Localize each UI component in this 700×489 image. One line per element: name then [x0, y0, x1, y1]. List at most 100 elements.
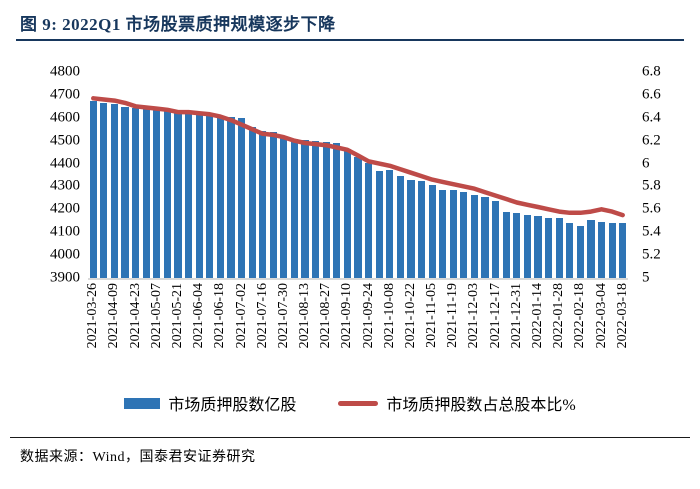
- x-axis-tick-label: 2021-04-23: [127, 283, 143, 349]
- left-axis-tick-label: 4600: [50, 109, 80, 126]
- bar-2021-12-17: [492, 200, 500, 278]
- x-axis-tick-label: 2021-09-24: [360, 283, 376, 349]
- x-axis-tick-label: 2022-03-04: [593, 283, 609, 349]
- bar-2021-04-23: [132, 107, 140, 278]
- right-axis-tick-label: 6.8: [642, 63, 661, 80]
- bar-2021-07-02: [237, 118, 246, 278]
- chart-legend: 市场质押股数亿股 市场质押股数占总股本比%: [0, 391, 700, 415]
- bar-2021-09-10: [343, 149, 351, 278]
- bar-2021-04-23: [142, 108, 150, 278]
- right-axis-tick-label: 6: [642, 155, 650, 172]
- left-axis-tick-label: 4700: [50, 86, 80, 103]
- x-axis-tick-label: 2021-11-05: [424, 283, 440, 348]
- footer-divider: [10, 437, 690, 438]
- legend-item-bars: 市场质押股数亿股: [124, 391, 296, 415]
- x-axis-tick-label: 2021-06-18: [212, 283, 228, 349]
- bar-2022-01-28: [566, 223, 574, 278]
- bar-2021-12-03: [481, 197, 489, 278]
- x-axis-tick-label: 2022-01-14: [530, 283, 545, 349]
- bar-2021-03-26: [100, 102, 108, 278]
- bar-2021-11-19: [449, 190, 457, 278]
- plot-area: [88, 72, 628, 280]
- x-axis-tick-label: 2021-12-31: [508, 283, 524, 349]
- bar-2021-09-24: [375, 171, 383, 278]
- left-axis-tick-label: 4400: [50, 155, 80, 172]
- right-axis-tick-label: 6.2: [642, 132, 661, 149]
- x-axis-tick-label: 2021-07-16: [254, 283, 270, 349]
- bar-2021-06-18: [227, 117, 235, 278]
- bar-2021-05-07: [153, 108, 161, 278]
- x-axis-tick-label: 2022-03-18: [614, 283, 630, 349]
- bar-2021-05-07: [163, 110, 171, 278]
- x-axis-tick-label: 2022-02-18: [572, 283, 588, 349]
- x-axis-tick-label: 2021-06-04: [191, 283, 207, 349]
- x-axis-tick-label: 2021-11-19: [445, 283, 461, 348]
- bar-2021-07-02: [248, 127, 256, 278]
- bar-2022-01-14: [534, 215, 542, 278]
- bar-2021-09-10: [354, 156, 362, 278]
- right-axis-tick-label: 5.4: [642, 223, 661, 240]
- bar-2021-11-05: [439, 189, 447, 278]
- x-axis-tick-label: 2021-12-03: [466, 283, 482, 349]
- pledge-scale-chart: 4800 4700 4600 4500 4400 4300 4200 4100 4000 3900…: [0, 48, 700, 414]
- bar-2022-03-18: [619, 223, 627, 278]
- left-axis-tick-label: 4000: [50, 246, 80, 263]
- left-axis-tick-label: 4500: [50, 132, 80, 149]
- right-axis-tick-label: 6.4: [642, 109, 661, 126]
- bar-2021-07-16: [259, 130, 267, 278]
- bar-2021-08-27: [322, 141, 330, 278]
- bar-2021-08-13: [312, 140, 320, 278]
- bar-2021-06-04: [206, 115, 214, 278]
- bar-2021-10-22: [417, 181, 426, 278]
- bar-2022-02-18: [587, 220, 595, 278]
- bar-2021-10-22: [407, 179, 415, 278]
- bar-2022-03-04: [608, 222, 616, 278]
- bar-2021-12-17: [502, 211, 510, 278]
- x-axis-tick-label: 2021-09-10: [339, 283, 355, 349]
- bar-2022-02-18: [576, 226, 584, 278]
- title-underline: [16, 39, 684, 41]
- bar-2021-09-24: [364, 162, 373, 278]
- left-axis-tick-label: 3900: [50, 269, 80, 286]
- bar-2021-05-21: [174, 112, 182, 278]
- bar-2021-10-08: [386, 169, 394, 278]
- x-axis-tick-label: 2021-05-21: [170, 283, 185, 349]
- bar-series-label: 市场质押股数亿股: [168, 397, 297, 414]
- bar-2022-03-04: [597, 221, 606, 278]
- left-axis-tick-label: 4200: [50, 200, 80, 217]
- bar-2021-12-31: [523, 215, 531, 278]
- legend-item-line: 市场质押股数占总股本比%: [338, 391, 576, 415]
- x-axis-tick-label: 2021-10-22: [402, 283, 418, 349]
- bar-2021-07-30: [290, 139, 299, 278]
- bar-2021-08-27: [333, 143, 341, 278]
- x-axis-tick-label: 2021-07-30: [275, 283, 291, 349]
- x-axis-tick-label: 2021-08-27: [318, 283, 334, 349]
- left-axis-tick-label: 4100: [50, 223, 80, 240]
- bar-2021-05-21: [184, 113, 193, 278]
- x-axis-tick-label: 2021-05-07: [148, 283, 164, 349]
- bar-2021-08-13: [301, 139, 309, 278]
- right-axis-tick-label: 5.8: [642, 177, 661, 194]
- x-axis-tick-label: 2022-01-28: [551, 283, 567, 349]
- bar-2021-03-26: [89, 101, 97, 278]
- figure-title: 图 9: 2022Q1 市场股票质押规模逐步下降: [20, 15, 336, 34]
- bar-2021-10-08: [396, 176, 404, 278]
- data-source-note: 数据来源：Wind，国泰君安证券研究: [20, 450, 256, 465]
- bar-2021-04-09: [110, 104, 119, 278]
- right-axis-tick-label: 6.6: [642, 86, 661, 103]
- x-axis-tick-label: 2021-03-26: [85, 283, 101, 349]
- bar-2021-06-04: [195, 113, 203, 278]
- bar-2021-12-31: [513, 213, 521, 278]
- right-axis-tick-label: 5: [642, 269, 650, 286]
- line-series-swatch: [338, 400, 379, 406]
- bar-2022-01-28: [555, 218, 563, 278]
- x-axis-tick-label: 2021-08-13: [297, 283, 313, 349]
- bar-2021-12-03: [470, 194, 479, 278]
- left-axis-tick-label: 4800: [50, 63, 80, 80]
- x-axis-tick-label: 2021-10-08: [381, 283, 397, 349]
- bar-series-swatch: [124, 397, 161, 409]
- bar-2021-11-05: [428, 184, 436, 278]
- right-axis-tick-label: 5.6: [642, 200, 661, 217]
- x-axis-tick-label: 2021-12-17: [487, 283, 503, 349]
